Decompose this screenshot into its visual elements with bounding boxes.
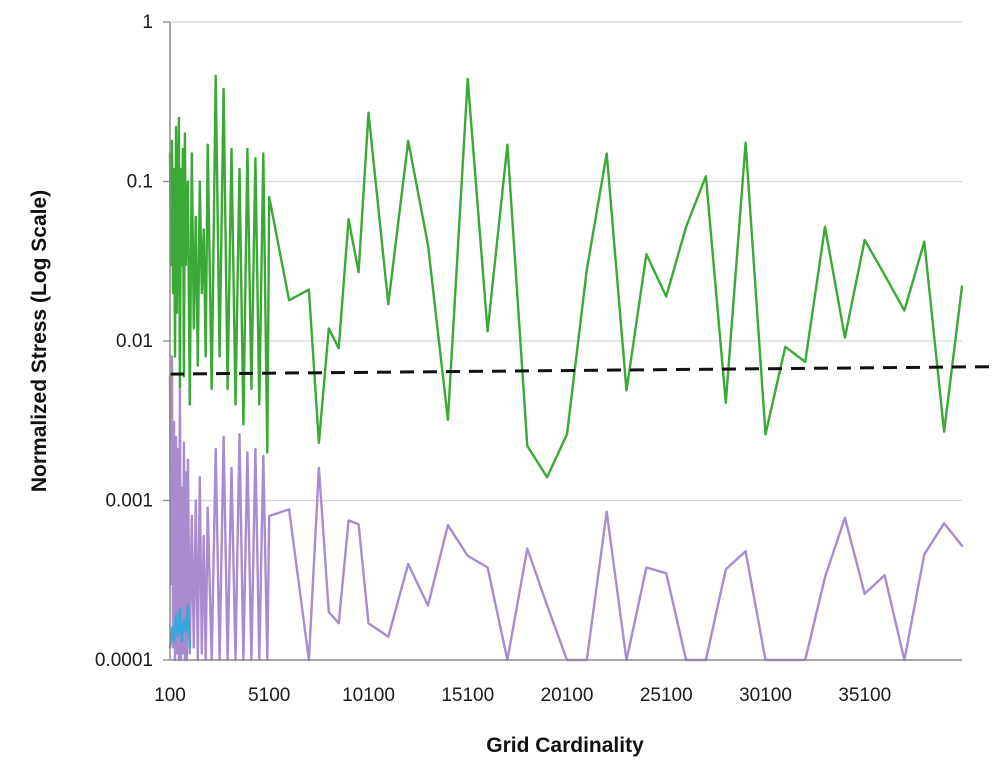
x-tick-label: 30100 [739, 685, 792, 706]
x-tick-label: 100 [154, 685, 186, 706]
series-line-2 [168, 355, 964, 662]
x-tick-label: 35100 [838, 685, 891, 706]
x-tick-label: 10100 [342, 685, 395, 706]
y-tick-label: 1 [142, 12, 153, 33]
gridlines [170, 21, 962, 502]
x-axis-title: Grid Cardinality [486, 734, 644, 757]
series-line-4 [169, 365, 991, 376]
x-tick-labels: 100 5100 10100 15100 20100 25100 30100 35100 [154, 685, 891, 706]
y-axis-title: Normalized Stress (Log Scale) [28, 190, 51, 492]
series-line-1 [168, 74, 964, 479]
y-tick-label: 0.001 [105, 491, 153, 512]
series-line-3 [168, 604, 192, 649]
y-tick-label: 0.01 [116, 331, 153, 352]
y-tick-label: 0.1 [127, 172, 153, 193]
series-layer [168, 74, 991, 662]
y-tick-label: 0.0001 [95, 650, 153, 671]
x-tick-label: 15100 [441, 685, 494, 706]
x-tick-label: 20100 [541, 685, 594, 706]
x-tick-label: 5100 [248, 685, 290, 706]
y-tick-labels: 1 0.1 0.01 0.001 0.0001 [95, 12, 170, 671]
x-tick-label: 25100 [640, 685, 693, 706]
